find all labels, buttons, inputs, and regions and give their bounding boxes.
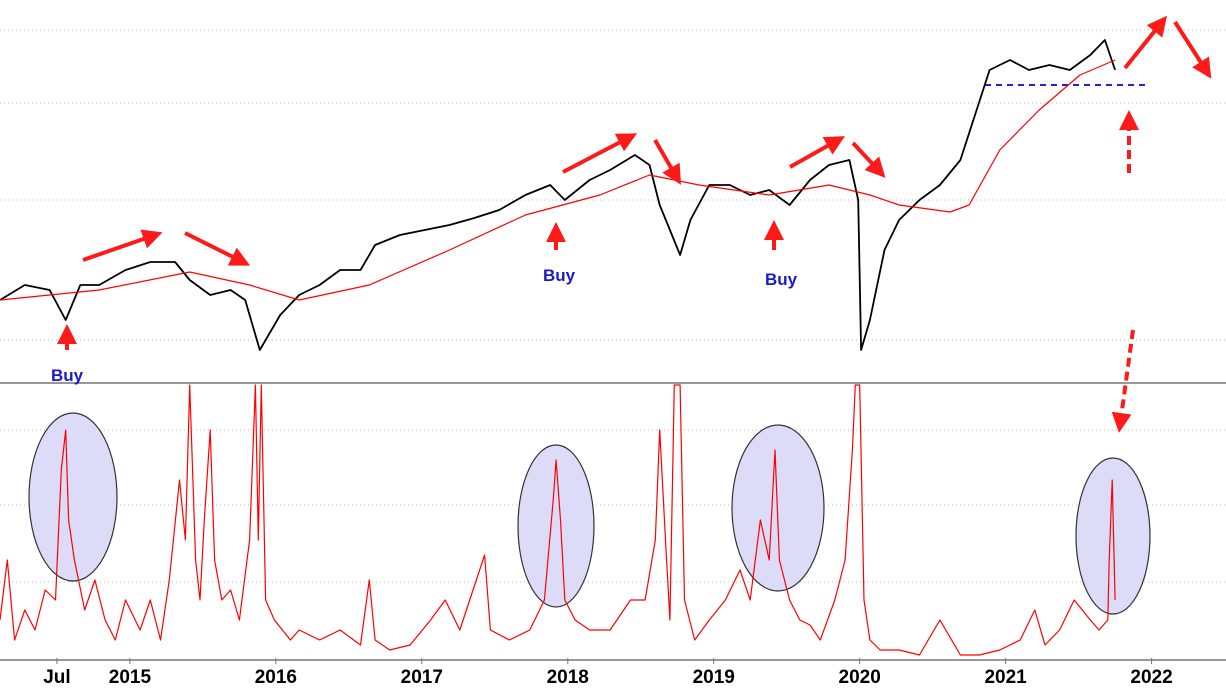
annotation: Buy (51, 366, 84, 385)
x-tick-label: 2017 (401, 667, 443, 688)
x-tick-label: 2019 (693, 667, 735, 688)
annotation: Buy (765, 270, 798, 289)
x-tick-label: 2021 (984, 667, 1027, 688)
x-tick-label: 2022 (1130, 667, 1172, 688)
x-tick-label: 2016 (255, 667, 297, 688)
series-line (0, 384, 1116, 656)
highlight-ellipses (28, 412, 1151, 615)
plot (0, 39, 1116, 656)
x-tick-label: Jul (43, 667, 70, 688)
series-line (0, 59, 1116, 301)
series-line (0, 39, 1116, 351)
x-tick-label: 2018 (547, 667, 589, 688)
annotation: Buy (543, 266, 576, 285)
grid (0, 29, 1226, 583)
x-tick-label: 2020 (839, 667, 881, 688)
arrows (57, 15, 1212, 433)
x-tick-label: 2015 (109, 667, 152, 688)
